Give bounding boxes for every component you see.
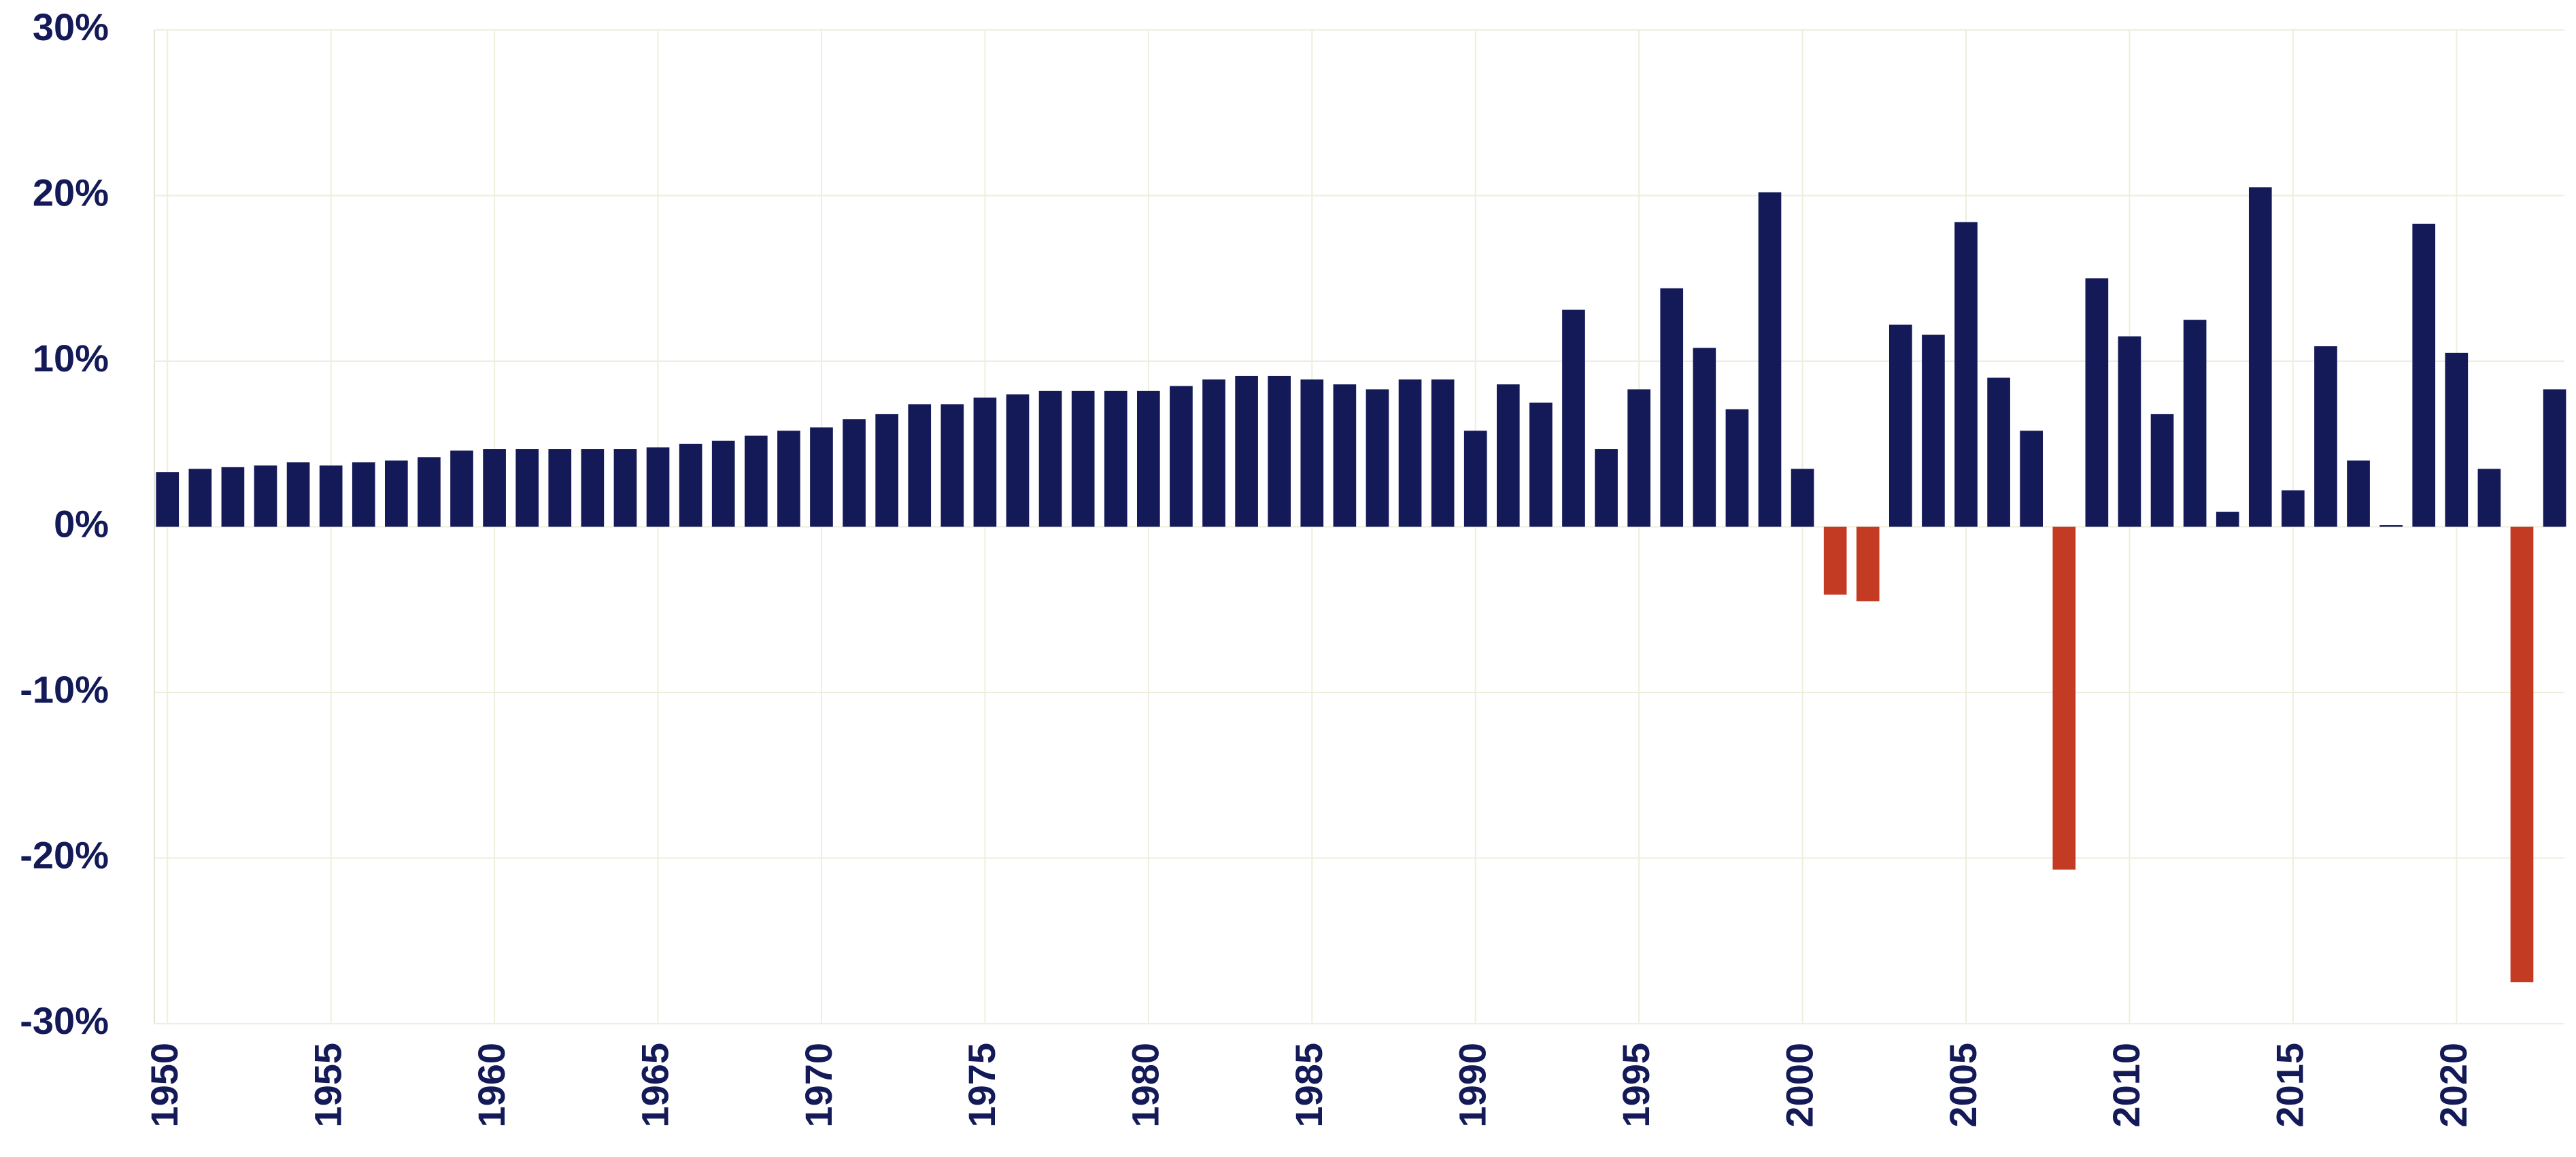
x-tick-label: 2000 bbox=[1778, 1043, 1820, 1128]
bar bbox=[1758, 192, 1782, 527]
bar bbox=[1693, 348, 1716, 527]
bar bbox=[1071, 390, 1095, 527]
bar bbox=[1398, 379, 1422, 527]
bar bbox=[1104, 390, 1128, 527]
bar bbox=[1006, 394, 1030, 527]
bar bbox=[1823, 526, 1847, 595]
bar bbox=[1889, 324, 1912, 527]
bar bbox=[1627, 389, 1650, 527]
bar bbox=[2085, 278, 2109, 527]
bar bbox=[450, 450, 473, 527]
bar bbox=[1333, 384, 1357, 527]
x-tick-label: 1970 bbox=[797, 1043, 840, 1128]
bar bbox=[1987, 378, 2010, 527]
x-tick-label: 1965 bbox=[633, 1043, 676, 1128]
bar bbox=[711, 440, 735, 527]
bar bbox=[2477, 469, 2501, 527]
bar bbox=[940, 404, 964, 527]
bar bbox=[2347, 460, 2370, 527]
bar bbox=[2445, 352, 2469, 527]
x-tick-label: 1955 bbox=[306, 1043, 349, 1128]
bar bbox=[1170, 386, 1193, 527]
bar bbox=[483, 449, 506, 527]
bar bbox=[2118, 336, 2141, 527]
bar bbox=[2052, 526, 2076, 870]
bar bbox=[2150, 414, 2174, 527]
bar bbox=[613, 449, 637, 527]
bar bbox=[843, 419, 866, 527]
x-tick-label: 1950 bbox=[143, 1043, 186, 1128]
y-tick-label: -30% bbox=[20, 999, 109, 1042]
bar bbox=[286, 462, 310, 527]
bar bbox=[973, 397, 997, 527]
bar bbox=[1235, 375, 1258, 527]
x-tick-label: 2005 bbox=[1942, 1043, 1984, 1128]
bar bbox=[156, 472, 180, 527]
bar bbox=[1366, 389, 1389, 527]
x-tick-label: 1975 bbox=[960, 1043, 1003, 1128]
x-tick-label: 2015 bbox=[2269, 1043, 2311, 1128]
bar bbox=[810, 427, 833, 527]
x-tick-label: 1995 bbox=[1614, 1043, 1657, 1128]
bar bbox=[679, 443, 702, 527]
x-tick-label: 2010 bbox=[2105, 1043, 2148, 1128]
bar bbox=[1300, 379, 1324, 527]
bar bbox=[385, 460, 408, 527]
bar bbox=[2379, 525, 2403, 527]
bar bbox=[1202, 379, 1225, 527]
bar bbox=[319, 465, 343, 527]
bar bbox=[908, 404, 932, 527]
bar bbox=[548, 449, 572, 527]
bar bbox=[2248, 187, 2272, 527]
x-tick-label: 1960 bbox=[470, 1043, 513, 1128]
x-tick-label: 1990 bbox=[1451, 1043, 1494, 1128]
x-tick-label: 1980 bbox=[1124, 1043, 1167, 1128]
bar bbox=[1595, 449, 1618, 527]
y-tick-label: 10% bbox=[33, 337, 109, 380]
bar bbox=[2282, 490, 2305, 527]
bar bbox=[581, 449, 605, 527]
bar bbox=[1268, 375, 1291, 527]
bar bbox=[2216, 512, 2239, 527]
bar bbox=[1137, 390, 1160, 527]
bar bbox=[777, 431, 800, 527]
bar bbox=[1038, 390, 1062, 527]
x-tick-label: 1985 bbox=[1287, 1043, 1330, 1128]
bar bbox=[646, 447, 670, 527]
bar bbox=[221, 467, 245, 527]
y-tick-label: 0% bbox=[54, 502, 109, 545]
bar bbox=[1562, 309, 1585, 527]
bar bbox=[188, 469, 212, 527]
y-tick-label: 30% bbox=[33, 5, 109, 48]
y-tick-label: 20% bbox=[33, 171, 109, 214]
bar bbox=[2020, 431, 2044, 527]
bar bbox=[254, 465, 277, 527]
bar bbox=[2543, 389, 2566, 527]
bar bbox=[1496, 384, 1520, 527]
bar bbox=[1954, 222, 1978, 527]
bar bbox=[2183, 320, 2207, 527]
bar bbox=[1660, 288, 1684, 527]
bar bbox=[744, 435, 768, 527]
bar bbox=[2510, 526, 2534, 983]
bar bbox=[1529, 402, 1553, 527]
bar bbox=[418, 457, 441, 527]
bar bbox=[875, 414, 898, 527]
bar bbox=[1922, 335, 1945, 527]
y-tick-label: -10% bbox=[20, 668, 109, 711]
bar bbox=[1463, 431, 1487, 527]
bar bbox=[1791, 469, 1814, 527]
bar bbox=[352, 462, 375, 527]
x-tick-label: 2020 bbox=[2432, 1043, 2475, 1128]
bar bbox=[1725, 409, 1749, 527]
bar bbox=[515, 449, 539, 527]
bar bbox=[1431, 379, 1455, 527]
bar bbox=[2314, 346, 2337, 527]
bar bbox=[2412, 223, 2436, 527]
y-tick-label: -20% bbox=[20, 833, 109, 876]
bar bbox=[1856, 526, 1880, 602]
